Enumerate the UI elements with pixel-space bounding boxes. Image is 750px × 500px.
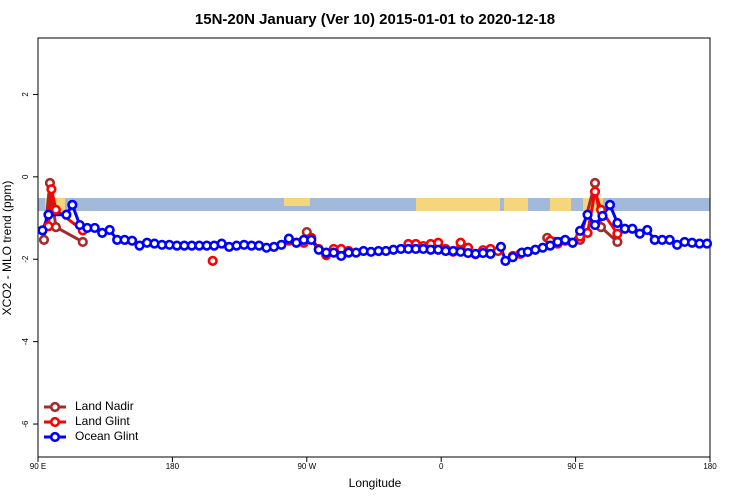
data-point <box>500 255 511 266</box>
x-tick-label: 90 E <box>567 462 583 471</box>
data-point <box>126 235 138 246</box>
data-point <box>283 233 294 244</box>
data-point <box>276 239 287 250</box>
y-tick-label: 2 <box>21 92 30 97</box>
data-point <box>455 237 466 248</box>
x-tick-label: 180 <box>166 462 180 471</box>
land-patch <box>284 198 310 206</box>
legend-marker <box>49 401 61 413</box>
legend-marker <box>49 431 61 443</box>
data-point <box>207 255 218 266</box>
data-point <box>545 240 556 251</box>
data-point <box>664 234 675 245</box>
data-point <box>77 236 88 248</box>
data-point <box>582 209 593 220</box>
y-tick-label: -6 <box>21 420 30 428</box>
x-axis-label: Longitude <box>349 476 402 490</box>
ocean-strip <box>38 198 710 211</box>
data-point <box>589 177 601 189</box>
data-point <box>589 186 601 197</box>
data-point <box>567 237 578 248</box>
legend-marker <box>49 416 61 428</box>
data-point <box>634 228 645 239</box>
data-point <box>589 219 601 231</box>
land-patch <box>550 198 571 211</box>
data-point <box>701 238 713 249</box>
data-point <box>50 204 62 215</box>
data-point <box>89 222 100 234</box>
series-line <box>46 188 84 232</box>
data-point <box>46 184 57 195</box>
data-point <box>306 234 317 245</box>
data-point <box>627 223 638 234</box>
data-point <box>604 199 616 210</box>
x-tick-label: 90 E <box>30 462 46 471</box>
data-point <box>507 252 518 263</box>
legend-label: Land Nadir <box>75 399 134 413</box>
data-point <box>612 217 623 229</box>
y-axis-label: XCO2 - MLO trend (ppm) <box>0 181 14 316</box>
data-point <box>642 224 653 236</box>
data-point <box>37 225 48 236</box>
data-point <box>67 199 78 210</box>
data-point <box>61 209 72 220</box>
data-point <box>38 234 50 245</box>
data-point <box>597 210 608 222</box>
land-patch <box>504 198 528 211</box>
chart-title: 15N-20N January (Ver 10) 2015-01-01 to 2… <box>195 11 555 28</box>
legend-label: Ocean Glint <box>75 429 139 443</box>
y-tick-label: -2 <box>21 255 30 263</box>
x-tick-label: 0 <box>439 462 444 471</box>
data-point <box>485 248 496 259</box>
data-point <box>612 228 623 239</box>
x-tick-label: 90 W <box>297 462 316 471</box>
data-point <box>612 236 623 248</box>
legend-label: Land Glint <box>75 414 130 428</box>
data-point <box>574 225 586 236</box>
x-tick-label: 180 <box>703 462 717 471</box>
data-point <box>43 209 54 220</box>
y-tick-label: -4 <box>21 338 30 346</box>
data-point <box>104 224 115 236</box>
y-tick-label: 0 <box>21 174 30 179</box>
data-point <box>495 241 507 252</box>
land-patch <box>416 198 500 211</box>
